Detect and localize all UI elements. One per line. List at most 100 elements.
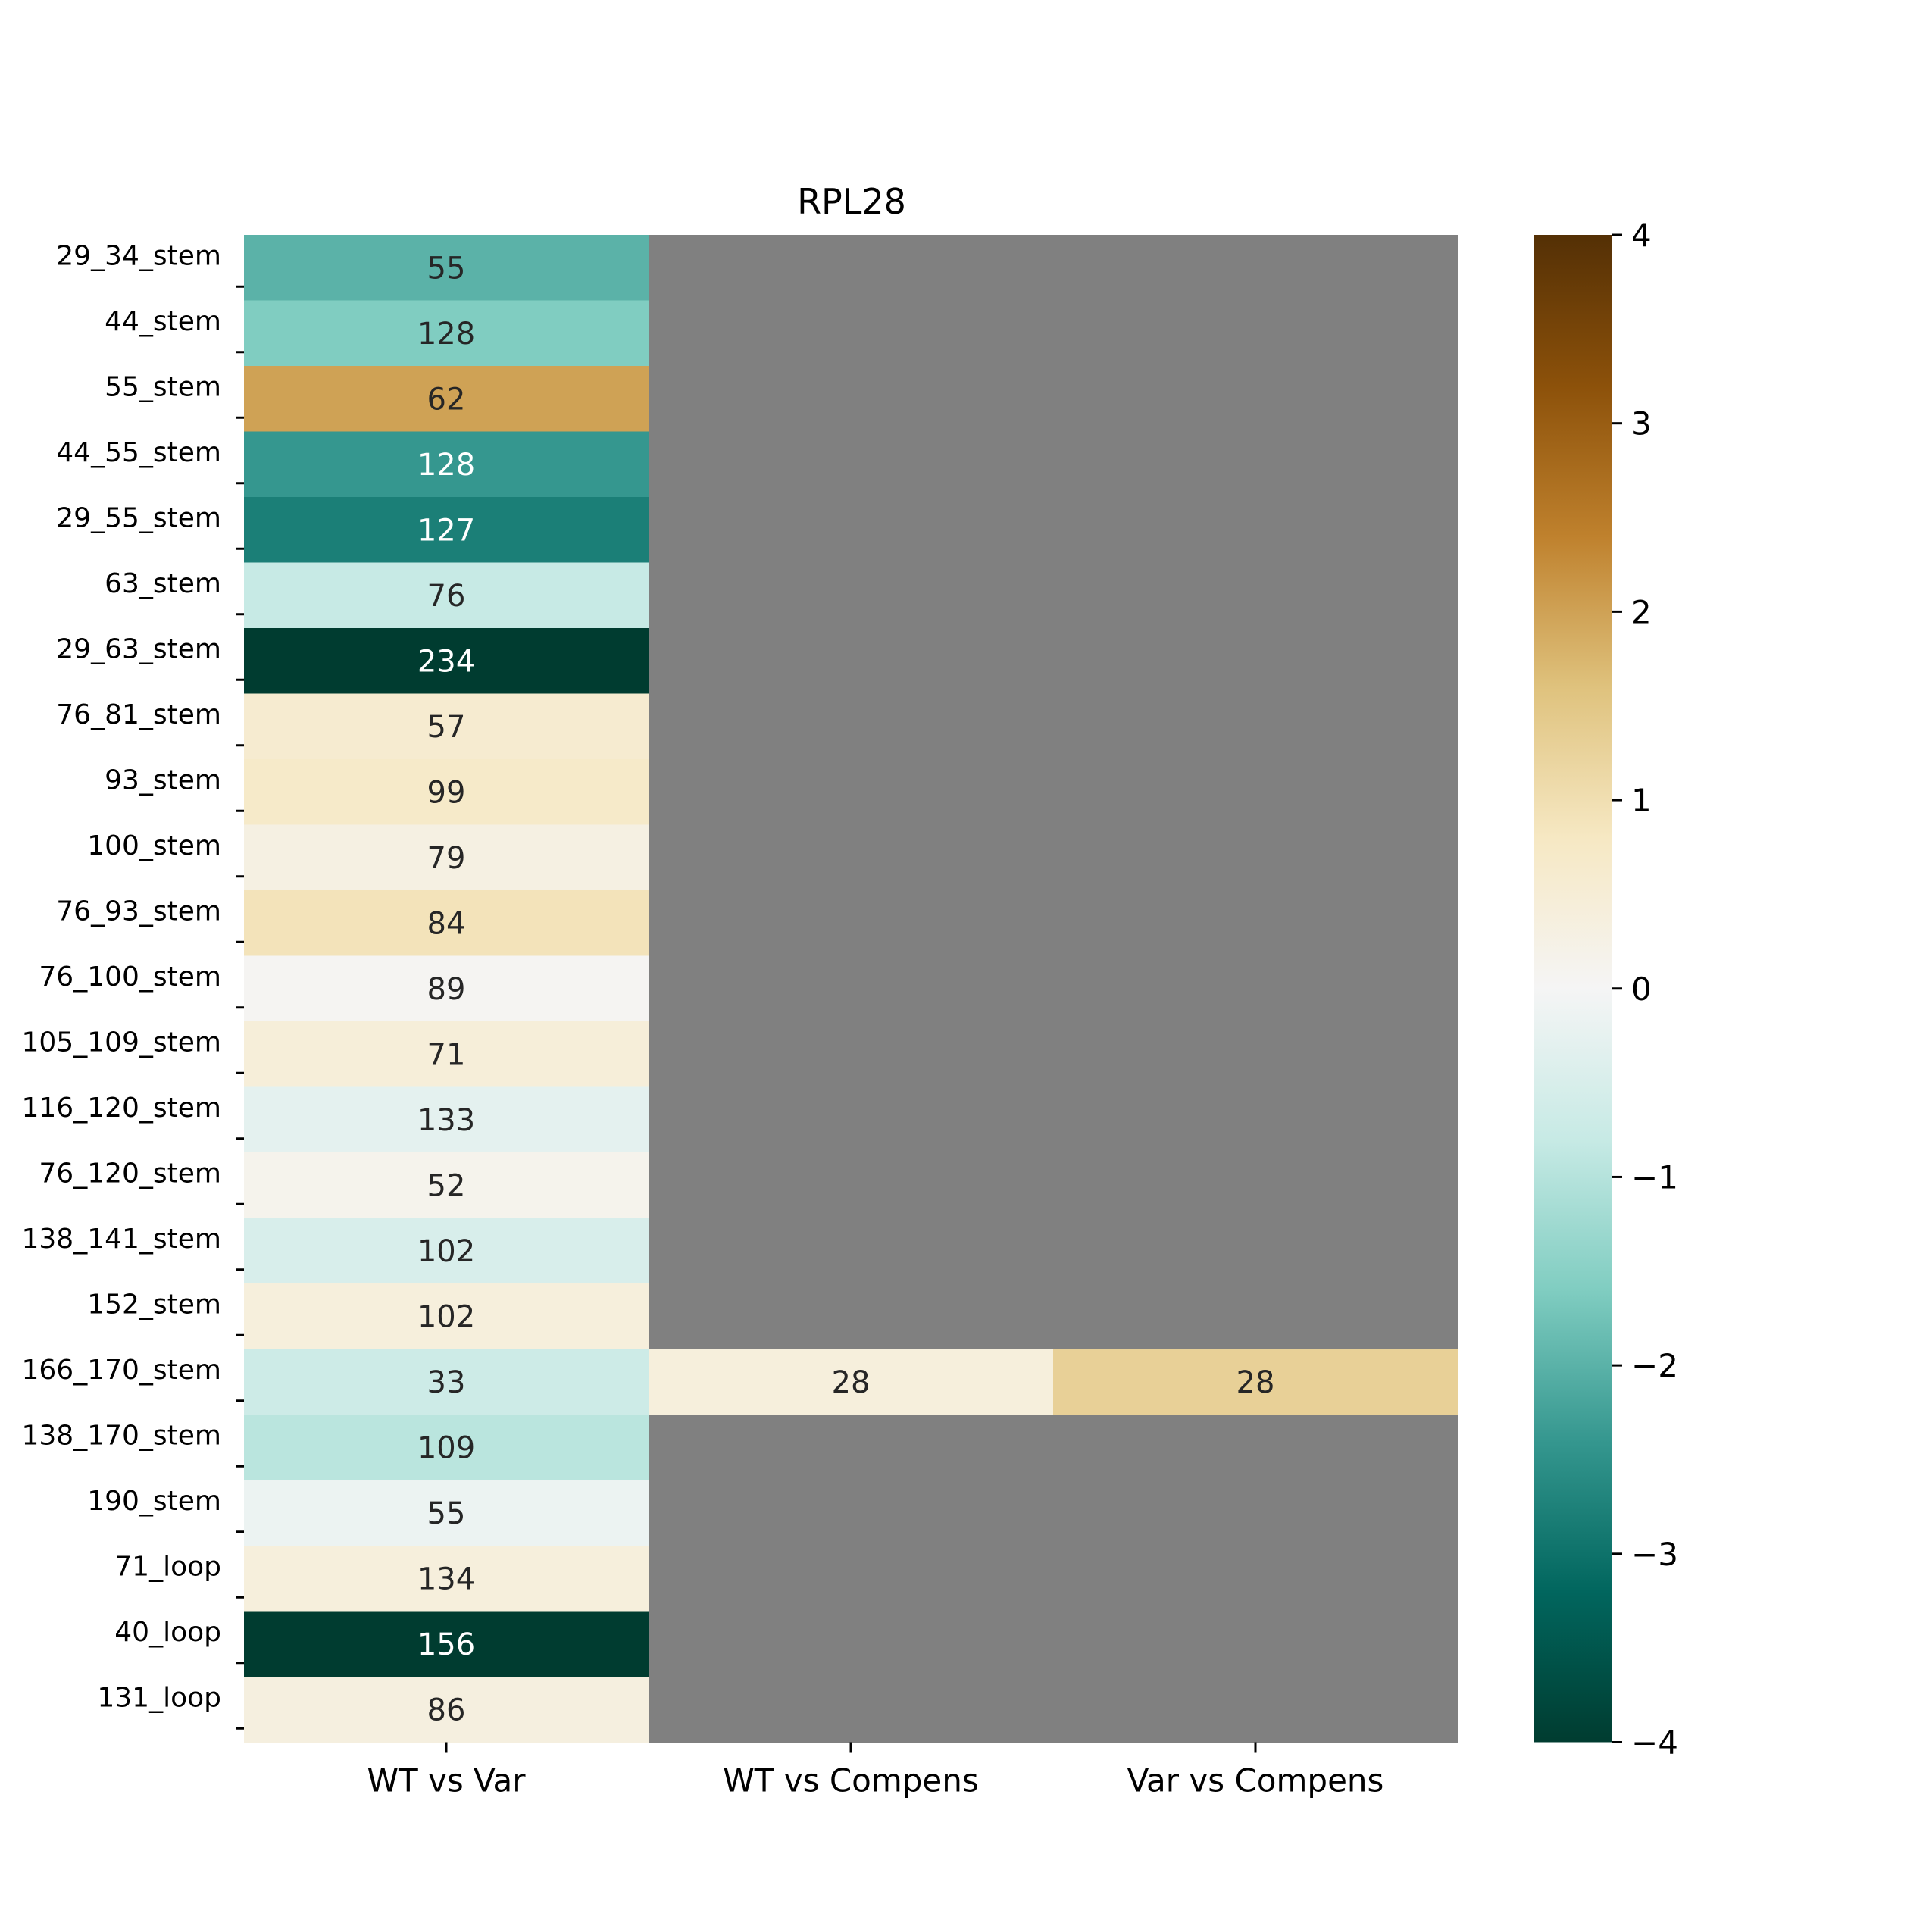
x-tick-label: WT vs Var xyxy=(367,1762,526,1799)
cell-annotation: 127 xyxy=(417,513,475,548)
cell-annotation: 86 xyxy=(427,1693,466,1727)
heatmap-cell xyxy=(244,1349,649,1415)
y-tick-label: 29_63_stem xyxy=(56,633,221,664)
cell-annotation: 76 xyxy=(427,579,466,614)
heatmap-cell xyxy=(244,1283,649,1350)
heatmap-cell xyxy=(1053,1283,1458,1350)
heatmap-cell xyxy=(1053,890,1458,957)
heatmap-cell xyxy=(244,431,649,498)
heatmap-cell xyxy=(649,562,1054,629)
heatmap-cell xyxy=(244,1415,649,1481)
heatmap-cell xyxy=(1053,1546,1458,1612)
heatmap-cell xyxy=(1053,759,1458,826)
cell-annotation: 99 xyxy=(427,775,466,810)
heatmap-cell xyxy=(1053,1152,1458,1219)
heatmap-cell xyxy=(244,1480,649,1546)
heatmap-cell xyxy=(1053,1086,1458,1153)
y-tick-label: 138_170_stem xyxy=(21,1420,221,1451)
heatmap-cell xyxy=(649,431,1054,498)
heatmap-cell xyxy=(649,1086,1054,1153)
heatmap-cell xyxy=(649,759,1054,826)
cell-annotation: 71 xyxy=(427,1037,466,1072)
y-tick-label: 76_81_stem xyxy=(56,699,221,730)
heatmap-cell xyxy=(649,1218,1054,1284)
colorbar-gradient xyxy=(1534,235,1612,1743)
heatmap-cell xyxy=(1053,300,1458,367)
heatmap-cell xyxy=(1053,235,1458,302)
heatmap-cell xyxy=(649,1546,1054,1612)
heatmap-cell xyxy=(244,1086,649,1153)
heatmap-cell xyxy=(244,890,649,957)
cell-annotation: 84 xyxy=(427,906,466,941)
cell-annotation: 79 xyxy=(427,841,466,876)
heatmap-cell xyxy=(244,1152,649,1219)
colorbar-tick-label: −3 xyxy=(1631,1536,1678,1573)
x-tick-label: Var vs Compens xyxy=(1127,1762,1384,1799)
colorbar-tick-label: −4 xyxy=(1631,1724,1678,1762)
heatmap-cell xyxy=(1053,824,1458,891)
heatmap-cell xyxy=(244,759,649,826)
heatmap-cell xyxy=(649,955,1054,1022)
heatmap-cell xyxy=(244,1021,649,1088)
y-tick-label: 71_loop xyxy=(114,1551,221,1582)
y-tick-label: 63_stem xyxy=(105,568,221,599)
heatmap-cell xyxy=(649,366,1054,433)
y-tick-label: 105_109_stem xyxy=(21,1027,221,1058)
y-tick-label: 100_stem xyxy=(87,830,221,861)
cell-annotation: 128 xyxy=(417,448,475,483)
colorbar-tick-label: 4 xyxy=(1631,217,1652,254)
heatmap-cell xyxy=(649,300,1054,367)
heatmap-cell xyxy=(649,890,1054,957)
y-tick-label: 29_55_stem xyxy=(56,502,221,533)
y-tick-label: 55_stem xyxy=(105,371,221,402)
y-tick-label: 93_stem xyxy=(105,764,221,796)
cell-annotation: 57 xyxy=(427,710,466,745)
y-tick-label: 152_stem xyxy=(87,1289,221,1320)
chart-title: RPL28 xyxy=(797,181,906,222)
colorbar-tick-label: 1 xyxy=(1631,782,1652,819)
y-axis: 29_34_stem 44_stem 55_stem 44_55_stem 29_55_… xyxy=(21,240,244,1730)
y-tick-label: 76_93_stem xyxy=(56,896,221,927)
cell-annotation: 156 xyxy=(417,1627,475,1662)
heatmap-cell xyxy=(1053,431,1458,498)
heatmap-cell xyxy=(1053,1349,1458,1415)
heatmap-cell xyxy=(1053,628,1458,695)
heatmap-cell xyxy=(244,366,649,433)
heatmap-cell xyxy=(1053,1415,1458,1481)
cell-annotation: 89 xyxy=(427,972,466,1007)
y-tick-label: 76_120_stem xyxy=(39,1158,221,1189)
heatmap-cell xyxy=(649,693,1054,760)
cell-annotation: 55 xyxy=(427,1496,466,1531)
cell-annotation: 52 xyxy=(427,1168,466,1203)
cell-annotation: 134 xyxy=(417,1562,475,1596)
y-tick-label: 44_stem xyxy=(105,306,221,337)
colorbar-tick-label: −2 xyxy=(1631,1347,1678,1384)
y-tick-label: 138_141_stem xyxy=(21,1224,221,1255)
y-tick-label: 116_120_stem xyxy=(21,1093,221,1124)
heatmap-cell xyxy=(1053,562,1458,629)
x-axis: WT vs Var WT vs Compens Var vs Compens xyxy=(367,1742,1384,1799)
heatmap-cell xyxy=(1053,1611,1458,1677)
heatmap-cell xyxy=(244,562,649,629)
cell-annotation: 62 xyxy=(427,382,466,417)
cell-annotation: 33 xyxy=(427,1365,466,1400)
cell-annotation: 128 xyxy=(417,317,475,352)
heatmap-cell xyxy=(649,1283,1054,1350)
x-tick-label: WT vs Compens xyxy=(723,1762,979,1799)
heatmap-cell xyxy=(649,1021,1054,1088)
heatmap-cell xyxy=(244,235,649,302)
heatmap-cell xyxy=(1053,693,1458,760)
cell-annotation: 102 xyxy=(417,1299,475,1334)
heatmap-cell xyxy=(649,628,1054,695)
colorbar: 4 3 2 1 0 −1 −2 −3 −4 xyxy=(1534,217,1678,1762)
cell-annotation: 28 xyxy=(1236,1365,1275,1400)
heatmap-cell xyxy=(244,628,649,695)
y-tick-label: 166_170_stem xyxy=(21,1355,221,1386)
heatmap-cell xyxy=(649,235,1054,302)
cell-annotation: 109 xyxy=(417,1430,475,1465)
cell-annotation: 102 xyxy=(417,1234,475,1269)
y-tick-label: 76_100_stem xyxy=(39,961,221,993)
y-tick-label: 190_stem xyxy=(87,1486,221,1517)
heatmap-cell xyxy=(1053,1480,1458,1546)
